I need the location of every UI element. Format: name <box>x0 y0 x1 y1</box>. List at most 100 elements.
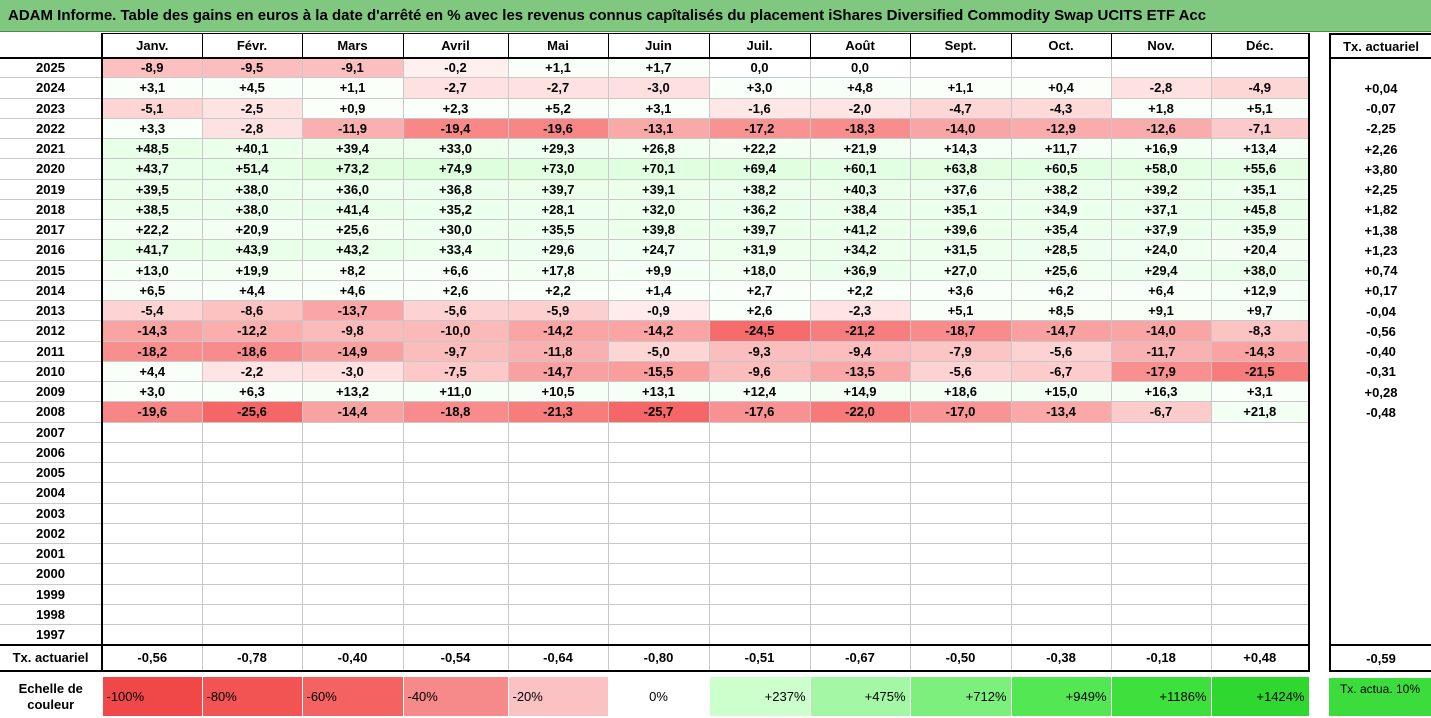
gain-cell <box>1010 603 1112 626</box>
footer-rate-cell: -0,56 <box>101 644 203 672</box>
gain-cell: -17,9 <box>1110 360 1212 383</box>
legend-label: Echelle de couleur <box>18 680 83 712</box>
gain-cell: +39,6 <box>909 218 1012 241</box>
annual-rate-cell: +0,04 <box>1329 78 1431 99</box>
gain-cell: +5,1 <box>909 299 1012 322</box>
gain-cell: +1,4 <box>607 279 710 302</box>
gain-cell: -19,6 <box>507 117 609 140</box>
gain-cell <box>809 522 911 545</box>
gain-cell: -9,7 <box>402 340 509 362</box>
year-label: 2011 <box>0 340 103 362</box>
gain-cell: +19,9 <box>201 259 303 281</box>
gain-cell: +4,4 <box>201 279 303 302</box>
gain-cell: +51,4 <box>201 158 303 180</box>
gain-cell <box>301 563 404 585</box>
gain-cell: +2,7 <box>708 279 811 302</box>
legend-swatch: -60% <box>301 676 404 717</box>
gain-cell <box>402 441 509 464</box>
gain-cell <box>402 542 509 565</box>
annual-rate-header: Tx. actuariel <box>1329 33 1431 59</box>
legend-swatch: +1186% <box>1110 676 1212 717</box>
gain-cell: +39,7 <box>708 218 811 241</box>
gain-cell: 0,0 <box>708 56 811 79</box>
gain-cell <box>708 421 811 443</box>
gain-cell <box>809 461 911 484</box>
year-row: 2015 +13,0 +19,9 +8,2 +6,6 +17,8 +9,9 +18,0 +36,… <box>0 259 1310 281</box>
gain-cell: -2,7 <box>507 77 609 99</box>
gain-cell: +39,1 <box>607 178 710 200</box>
year-label: 2025 <box>0 56 103 79</box>
annual-rate-cell: -0,31 <box>1329 361 1431 382</box>
gain-cell: +31,9 <box>708 239 811 261</box>
year-row: 2013 -5,4 -8,6 -13,7 -5,6 -5,9 -0,9 +2,6 -2,3 +5,… <box>0 299 1310 322</box>
annual-rate-cell: -2,25 <box>1329 118 1431 139</box>
year-row: 2000 <box>0 563 1310 585</box>
gain-cell: -6,7 <box>1110 401 1212 423</box>
gain-cell: +3,1 <box>607 97 710 119</box>
gain-cell: +34,9 <box>1010 198 1112 221</box>
gain-cell: +10,5 <box>507 380 609 403</box>
legend-rate-swatch: Tx. actua. 10% <box>1329 678 1431 716</box>
month-header: Juil. <box>708 33 811 59</box>
gain-cell: +36,0 <box>301 178 404 200</box>
year-row: 2025 -8,9 -9,5 -9,1 -0,2 +1,1 +1,7 0,0 0,0 <box>0 56 1310 79</box>
gain-cell <box>1110 482 1212 504</box>
gain-cell <box>909 563 1012 585</box>
gain-cell <box>607 603 710 626</box>
gain-cell <box>708 461 811 484</box>
gain-cell: -11,7 <box>1110 340 1212 362</box>
gain-cell: -9,8 <box>301 320 404 342</box>
annual-rate-cell: +0,17 <box>1329 280 1431 301</box>
year-label: 2010 <box>0 360 103 383</box>
gain-cell: +73,2 <box>301 158 404 180</box>
year-row: 2018 +38,5 +38,0 +41,4 +35,2 +28,1 +32,0 +36,2 +… <box>0 198 1310 221</box>
gain-cell: +38,0 <box>201 198 303 221</box>
gain-cell: +4,6 <box>301 279 404 302</box>
gain-cell: -6,7 <box>1010 360 1112 383</box>
gain-cell <box>708 583 811 605</box>
month-header: Nov. <box>1110 33 1212 59</box>
annual-rate-cell <box>1329 483 1431 504</box>
gain-cell <box>101 542 203 565</box>
year-row: 2009 +3,0 +6,3 +13,2 +11,0 +10,5 +13,1 +12,4 +14… <box>0 380 1310 403</box>
gain-cell: +37,6 <box>909 178 1012 200</box>
year-label: 2006 <box>0 441 103 464</box>
gain-cell: +8,5 <box>1010 299 1112 322</box>
gain-cell: +60,5 <box>1010 158 1112 180</box>
gain-cell: -14,9 <box>301 340 404 362</box>
footer-rate-cell: -0,67 <box>809 644 911 672</box>
gain-cell <box>809 583 911 605</box>
year-label: 2016 <box>0 239 103 261</box>
legend-swatch: +475% <box>809 676 911 717</box>
legend-swatch: +237% <box>708 676 811 717</box>
gain-cell: +32,0 <box>607 198 710 221</box>
report-title: ADAM Informe. Table des gains en euros à… <box>0 0 1431 32</box>
gain-cell <box>909 482 1012 504</box>
gain-cell <box>507 461 609 484</box>
gain-cell: -8,6 <box>201 299 303 322</box>
year-label: 2023 <box>0 97 103 119</box>
gain-cell: -18,8 <box>402 401 509 423</box>
gain-cell: +17,8 <box>507 259 609 281</box>
year-label: 2019 <box>0 178 103 200</box>
month-header: Mai <box>507 33 609 59</box>
annual-rate-cell <box>1329 422 1431 443</box>
gain-cell <box>507 482 609 504</box>
gain-cell <box>1210 502 1310 524</box>
gain-cell: +35,5 <box>507 218 609 241</box>
gain-cell: +1,1 <box>909 77 1012 99</box>
gain-cell <box>101 522 203 545</box>
annual-rate-cell: +1,82 <box>1329 199 1431 220</box>
gain-cell: -18,2 <box>101 340 203 362</box>
year-label: 2013 <box>0 299 103 322</box>
gain-cell: -3,0 <box>607 77 710 99</box>
year-label: 2012 <box>0 320 103 342</box>
footer-rate-cell: -0,64 <box>507 644 609 672</box>
annual-rate-cell <box>1329 523 1431 544</box>
gain-cell: +36,2 <box>708 198 811 221</box>
gain-cell <box>708 441 811 464</box>
year-row: 2005 <box>0 461 1310 484</box>
gain-cell <box>1210 482 1310 504</box>
gain-cell: -14,2 <box>507 320 609 342</box>
gain-cell <box>708 502 811 524</box>
